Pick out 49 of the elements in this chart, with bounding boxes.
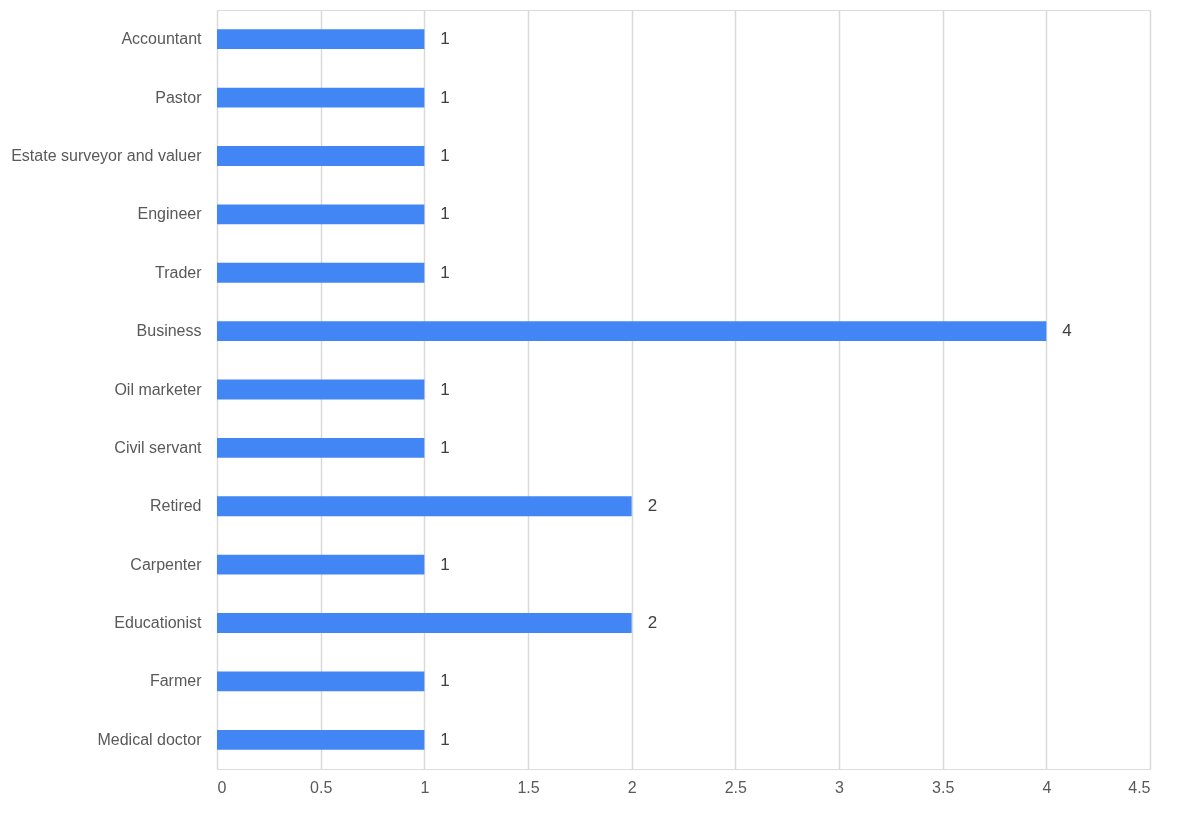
y-tick-label: Carpenter (130, 555, 203, 573)
y-tick-label: Accountant (121, 30, 203, 48)
data-label: 2 (647, 613, 658, 633)
bar (217, 729, 425, 750)
y-tick-label: Business (136, 322, 202, 340)
data-label: 1 (440, 87, 450, 107)
bar (217, 496, 632, 517)
y-tick-label: Civil servant (114, 438, 203, 456)
bar (217, 29, 425, 50)
data-label: 1 (440, 262, 450, 282)
bar (217, 204, 425, 225)
data-label: 1 (440, 145, 450, 165)
y-tick-label: Farmer (149, 672, 203, 690)
x-tick-label: 0.5 (310, 778, 333, 796)
data-label: 1 (440, 437, 450, 457)
x-tick-label: 1 (420, 778, 430, 796)
data-label: 4 (1062, 321, 1072, 341)
x-tick-label: 0 (217, 778, 227, 796)
data-label: 1 (440, 729, 450, 749)
x-tick-label: 2 (627, 778, 637, 796)
data-label: 1 (440, 671, 450, 691)
bar (217, 262, 425, 283)
y-tick-label: Pastor (155, 88, 203, 106)
bar (217, 613, 632, 633)
data-label: 1 (440, 554, 450, 574)
y-tick-label: Educationist (114, 614, 203, 632)
bar (217, 321, 1047, 342)
bar (217, 87, 425, 108)
data-label: 1 (440, 379, 450, 399)
y-tick-label: Medical doctor (97, 730, 203, 748)
x-tick-label: 3 (835, 778, 845, 796)
x-tick-label: 4 (1042, 778, 1052, 796)
data-label: 2 (647, 496, 658, 516)
x-tick-label: 4.5 (1128, 778, 1151, 796)
y-tick-label: Retired (149, 497, 202, 515)
x-tick-label: 3.5 (932, 778, 955, 796)
bar (217, 146, 425, 166)
x-tick-label: 2.5 (724, 778, 748, 796)
y-tick-label: Trader (154, 263, 203, 281)
y-tick-label: Oil marketer (114, 380, 203, 398)
bar (217, 379, 425, 400)
data-label: 1 (440, 204, 450, 224)
bar (217, 554, 425, 575)
bar (217, 437, 425, 458)
x-tick-label: 1.5 (517, 778, 540, 796)
y-tick-label: Engineer (137, 205, 203, 223)
y-tick-label: Estate surveyor and valuer (11, 146, 203, 164)
bar (217, 671, 425, 692)
data-label: 1 (440, 29, 450, 49)
